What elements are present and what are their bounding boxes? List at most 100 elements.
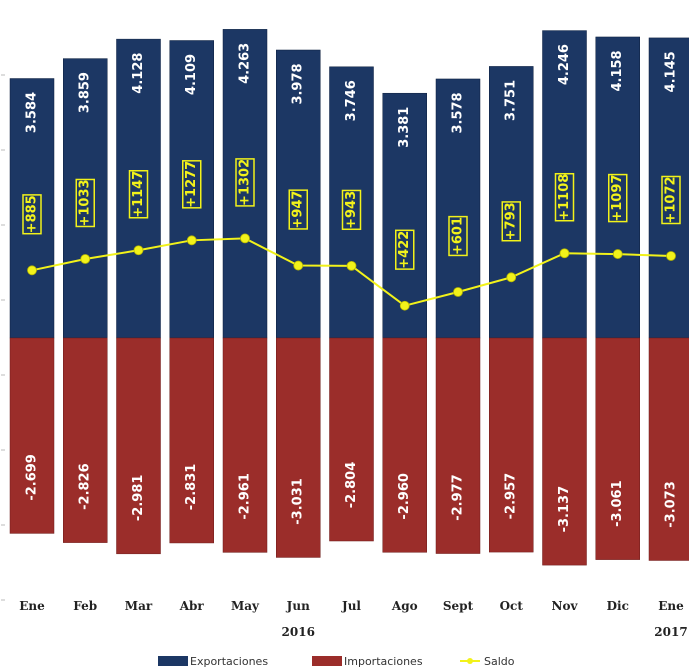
saldo-point — [506, 272, 517, 283]
saldo-point — [186, 235, 197, 246]
legend-swatch — [312, 656, 342, 666]
y-axis-ticks — [1, 74, 5, 601]
saldo-label-box — [288, 189, 308, 230]
import-value-label: -3.031 — [291, 478, 306, 525]
saldo-label-box — [182, 160, 202, 209]
import-bar — [595, 337, 640, 560]
saldo-point — [133, 245, 144, 256]
import-bar — [222, 337, 268, 553]
import-bar — [648, 337, 689, 561]
saldo-value-label: +1033 — [78, 179, 93, 226]
saldo-point — [399, 300, 410, 311]
saldo-label-box — [235, 158, 255, 207]
export-value-label: 4.128 — [131, 53, 146, 94]
legend-point-swatch — [467, 658, 473, 664]
saldo-point — [80, 254, 91, 264]
import-value-label: -2.981 — [131, 475, 146, 522]
saldo-label-box — [448, 215, 468, 257]
export-value-label: 4.109 — [184, 54, 199, 95]
import-value-label: -2.977 — [451, 474, 466, 521]
export-bar — [542, 30, 587, 339]
import-value-label: -2.804 — [344, 462, 359, 509]
import-bar — [329, 337, 374, 542]
saldo-value-label: +601 — [451, 217, 466, 255]
import-bar — [382, 337, 427, 553]
saldo-value-label: +1072 — [664, 176, 679, 223]
x-tick-label: Dic — [607, 599, 629, 613]
export-value-label: 3.578 — [451, 92, 466, 133]
import-value-label: -2.961 — [238, 473, 253, 520]
import-bar — [116, 337, 161, 555]
x-tick-label: Ene — [658, 599, 684, 613]
export-value-label: 4.263 — [238, 43, 253, 84]
x-tick-label: Ene — [19, 599, 45, 613]
export-bar — [329, 66, 374, 339]
saldo-label-box — [501, 201, 521, 242]
import-bar — [542, 337, 587, 566]
export-value-label: 3.584 — [25, 92, 40, 133]
export-bar — [648, 37, 689, 339]
saldo-value-label: +947 — [291, 191, 306, 229]
export-bar — [116, 38, 161, 339]
export-value-label: 4.158 — [610, 50, 625, 91]
export-value-label: 3.859 — [78, 72, 93, 113]
saldo-value-label: +793 — [504, 202, 519, 240]
legend-label: Importaciones — [344, 655, 423, 668]
saldo-value-label: +885 — [25, 195, 40, 233]
saldo-label-box — [554, 172, 575, 222]
x-tick-label: Jun — [286, 599, 310, 613]
import-bar — [63, 337, 108, 543]
saldo-value-label: +422 — [397, 231, 412, 269]
saldo-point — [559, 248, 570, 259]
export-value-label: 3.746 — [344, 80, 359, 121]
saldo-label-box — [128, 170, 149, 219]
export-value-label: 3.751 — [504, 80, 519, 121]
year-label: 2016 — [282, 625, 315, 639]
export-bar — [382, 92, 427, 339]
legend-label: Exportaciones — [190, 655, 268, 668]
saldo-label-box — [395, 229, 415, 270]
saldo-value-label: +1302 — [238, 159, 253, 206]
saldo-label-box — [608, 173, 628, 223]
export-value-label: 3.978 — [291, 63, 306, 104]
saldo-point — [240, 233, 250, 244]
import-bar — [169, 337, 214, 544]
import-bar — [435, 337, 481, 554]
export-value-label: 3.381 — [397, 107, 412, 148]
export-bar — [9, 78, 55, 339]
export-bar — [595, 36, 640, 339]
x-tick-label: Nov — [552, 599, 579, 613]
saldo-point — [453, 287, 463, 297]
year-label: 2017 — [654, 625, 687, 639]
import-bar — [276, 337, 321, 558]
saldo-value-label: +1097 — [610, 175, 625, 222]
import-value-label: -2.960 — [397, 473, 412, 520]
saldo-value-label: +1147 — [131, 171, 146, 218]
saldo-label-box — [75, 178, 95, 228]
bar-labels-group: 3.584 -2.699 3.859 -2.826 4.128 -2.981 4.109 -2… — [25, 43, 679, 533]
x-tick-label: May — [231, 599, 260, 613]
legend: Exportaciones Importaciones Saldo — [158, 655, 515, 668]
export-bar — [169, 40, 214, 339]
export-bar — [63, 58, 108, 339]
saldo-value-label: +1108 — [557, 174, 572, 221]
import-value-label: -2.831 — [184, 464, 199, 511]
legend-label: Saldo — [484, 655, 515, 668]
x-tick-label: Mar — [125, 599, 153, 613]
bars-group — [9, 29, 689, 566]
import-bar — [9, 337, 55, 534]
legend-swatch — [158, 656, 188, 666]
x-tick-label: Abr — [179, 599, 205, 613]
saldo-value-label: +1277 — [184, 161, 199, 208]
import-value-label: -3.073 — [664, 481, 679, 528]
export-bar — [276, 49, 321, 339]
saldo-label-box — [661, 175, 681, 225]
saldo-point — [612, 249, 623, 259]
x-tick-label: Ago — [391, 599, 418, 613]
import-value-label: -3.137 — [557, 486, 572, 533]
x-tick-label: Sept — [443, 599, 474, 613]
saldo-point — [346, 260, 357, 271]
import-value-label: -2.699 — [25, 454, 40, 501]
